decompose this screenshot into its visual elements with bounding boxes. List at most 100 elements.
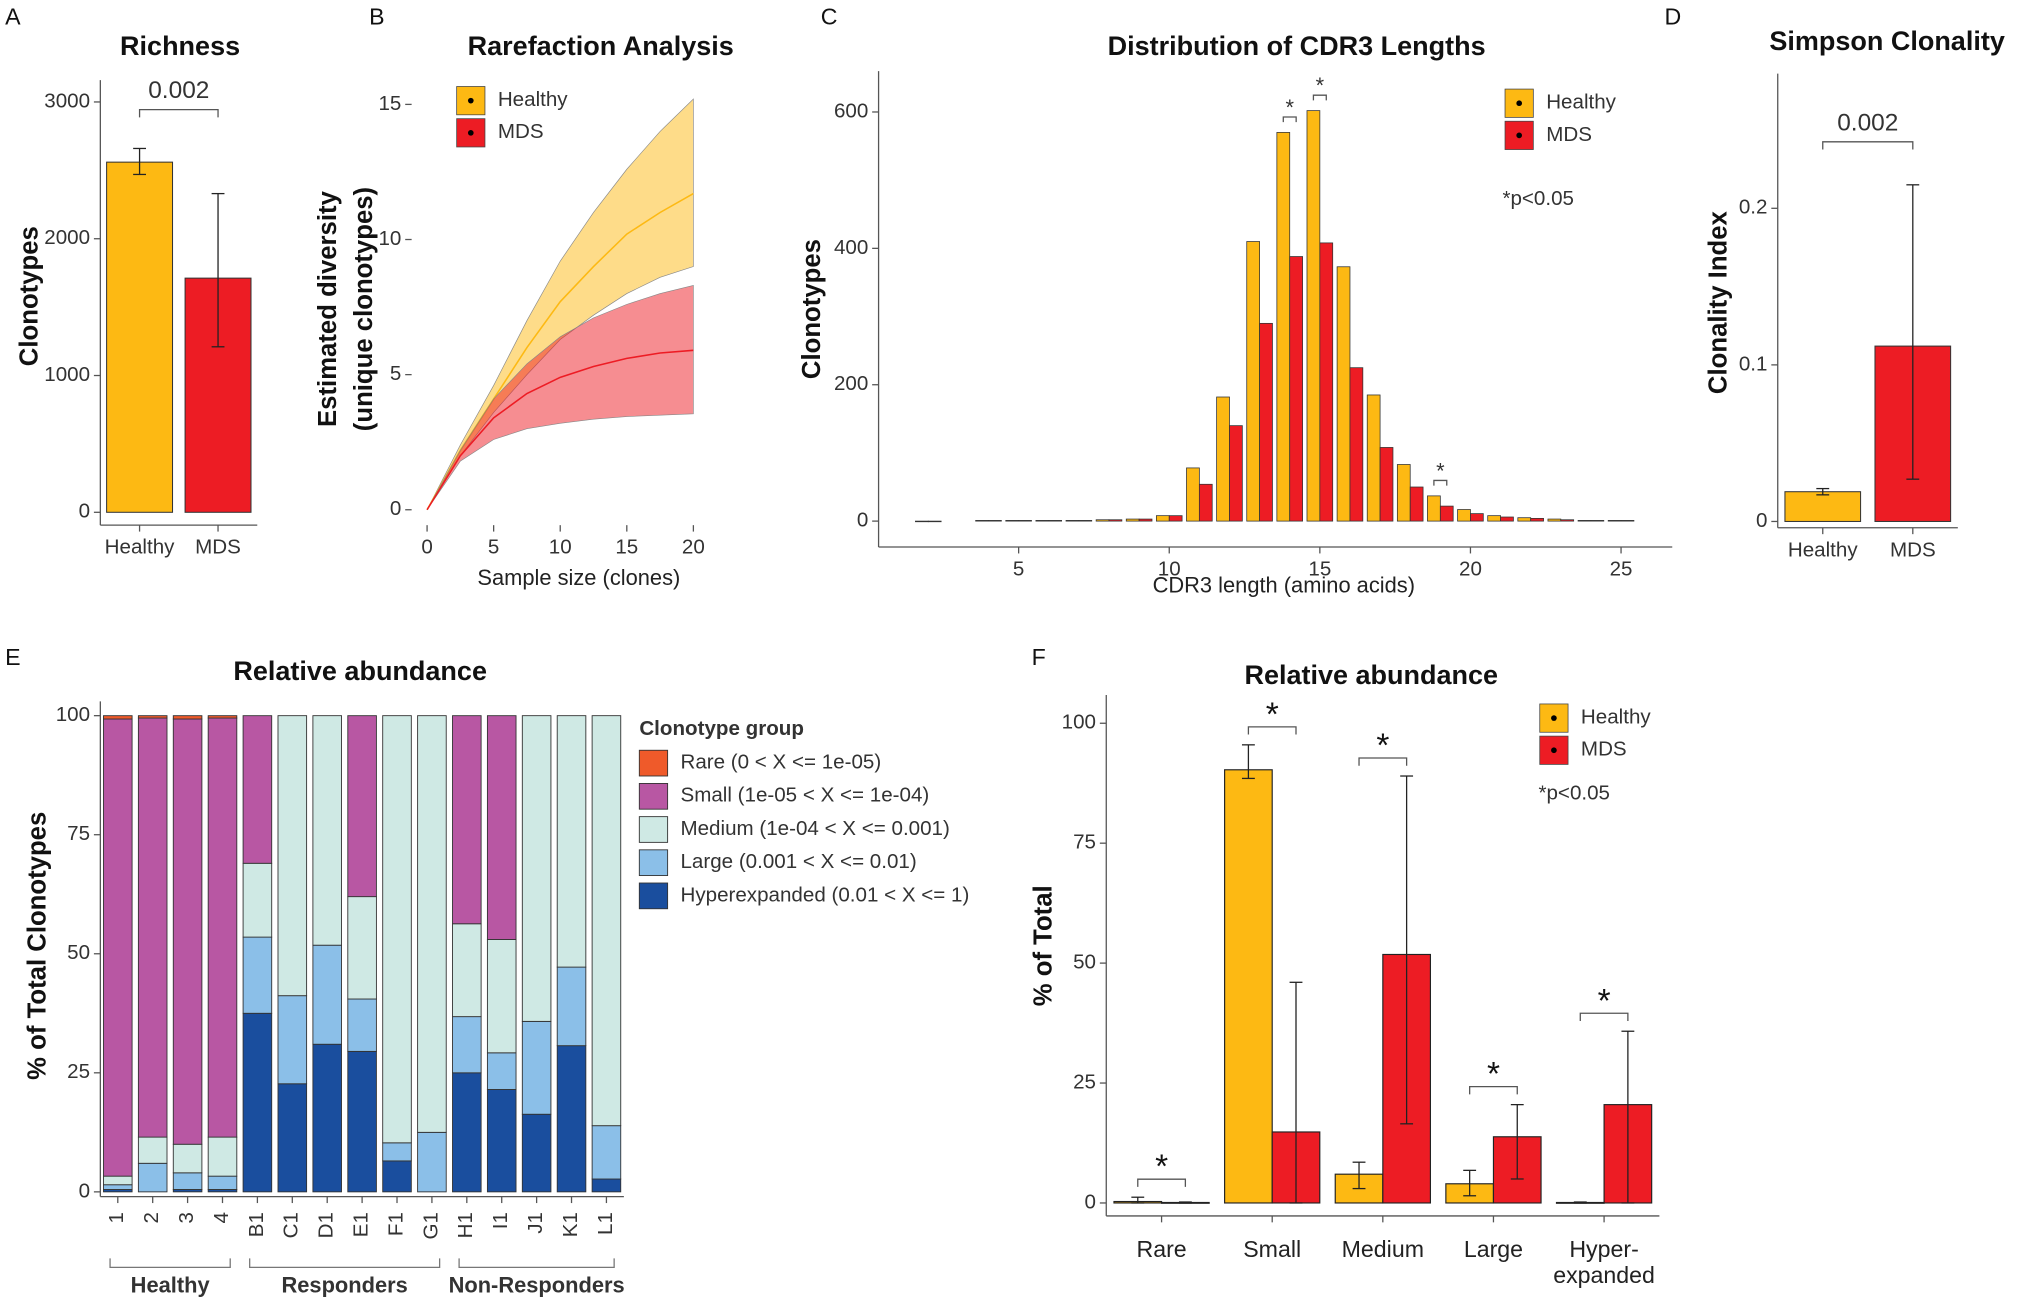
x-tick-label: 5	[488, 536, 499, 559]
significance-marker: *	[1266, 696, 1279, 733]
bar	[1366, 394, 1381, 522]
bar	[1078, 520, 1093, 522]
y-tick-label: 0	[1756, 509, 1767, 532]
bar	[1457, 509, 1471, 522]
bar-segment	[137, 1162, 168, 1193]
legend-dot	[467, 97, 474, 104]
bar	[1439, 505, 1454, 522]
mean-line	[426, 349, 694, 511]
x-tick-label: 5	[1013, 558, 1024, 581]
bar	[1065, 520, 1080, 522]
bar	[1336, 266, 1351, 522]
x-tick-label: H1	[454, 1212, 477, 1238]
note: *p<0.05	[1502, 187, 1574, 210]
bar-segment	[521, 715, 552, 1022]
bar-segment	[172, 715, 203, 720]
bar-segment	[417, 1131, 447, 1193]
y-tick-label: 0	[79, 500, 90, 523]
bar	[1259, 322, 1273, 522]
bar-segment	[312, 715, 342, 946]
bar-segment	[347, 896, 377, 1000]
x-tick-label: 15	[1308, 558, 1331, 581]
bar-segment	[137, 1136, 168, 1164]
bar-segment	[486, 1052, 517, 1090]
bar	[1577, 520, 1592, 522]
chart-title: Rarefaction Analysis	[468, 31, 734, 61]
legend-label: Healthy	[1581, 706, 1651, 729]
significance-bracket	[1358, 757, 1408, 766]
x-tick-label: Large	[1463, 1236, 1524, 1263]
bar	[1306, 110, 1321, 522]
x-tick-label: 0	[421, 536, 432, 559]
group-bracket	[249, 1258, 441, 1269]
bar	[1168, 515, 1183, 522]
bar-segment	[172, 1172, 203, 1190]
x-tick-label: Small	[1243, 1236, 1302, 1263]
bar-segment	[172, 1143, 203, 1174]
bar-segment	[486, 1089, 517, 1193]
bar-segment	[242, 1012, 273, 1193]
legend-dot	[467, 129, 474, 136]
x-tick-label: 20	[682, 536, 705, 559]
x-tick-label: 3	[175, 1212, 198, 1223]
bar-segment	[452, 715, 482, 925]
y-axis-label: Clonotypes	[16, 226, 44, 366]
bar	[1547, 518, 1562, 522]
bar-segment	[452, 1072, 482, 1193]
bar	[1229, 425, 1243, 522]
x-axis-label: CDR3 length (amino acids)	[1153, 573, 1415, 598]
bar-segment	[382, 1160, 412, 1193]
significance-marker: *	[1316, 73, 1325, 98]
significance-bracket	[1579, 1012, 1629, 1021]
group-label: Healthy	[131, 1272, 211, 1297]
y-axis-label: (unique clonotypes)	[350, 187, 378, 431]
bar-segment	[347, 1050, 377, 1193]
bar	[1125, 518, 1140, 522]
legend-label: MDS	[1581, 738, 1627, 761]
y-tick-label: 5	[390, 362, 401, 385]
x-tick-label: B1	[245, 1212, 268, 1237]
bar-segment	[452, 923, 482, 1018]
legend-dot	[1516, 132, 1523, 139]
chart-title: Simpson Clonality	[1769, 26, 2005, 56]
chart-title: Relative abundance	[233, 656, 487, 686]
bar-segment	[347, 715, 377, 898]
bar-segment	[103, 715, 133, 720]
x-tick-label: L1	[594, 1212, 617, 1235]
legend-swatch	[638, 816, 669, 843]
x-tick-label: K1	[559, 1212, 582, 1237]
bar-segment	[521, 1113, 552, 1193]
x-tick-label: G1	[419, 1212, 442, 1239]
bar	[1319, 242, 1334, 522]
y-tick-label: 25	[1073, 1070, 1096, 1093]
x-tick-label: 1	[105, 1212, 128, 1223]
bar	[1530, 517, 1544, 522]
x-tick-label: 2	[140, 1212, 163, 1223]
bar-segment	[591, 715, 622, 1127]
bar	[1216, 396, 1230, 522]
y-tick-label: 200	[834, 372, 868, 395]
bar-segment	[556, 715, 587, 968]
panel-letter: C	[821, 3, 838, 29]
x-tick-label: E1	[350, 1212, 373, 1237]
legend-label: Hyperexpanded (0.01 < X <= 1)	[680, 883, 969, 906]
significance-bracket	[1247, 726, 1297, 735]
bar-segment	[312, 1043, 342, 1193]
x-tick-label: 4	[210, 1212, 233, 1223]
y-tick-label: 50	[67, 941, 90, 964]
bar	[106, 161, 174, 513]
bar	[1224, 769, 1273, 1204]
bar	[1590, 520, 1605, 522]
x-tick-label-box: Large	[1463, 1236, 1524, 1263]
legend-label: Rare (0 < X <= 1e-05)	[680, 751, 881, 774]
x-tick-label: 25	[1610, 558, 1633, 581]
chart-title: Relative abundance	[1244, 660, 1498, 690]
y-axis-label: % of Total Clonotypes	[23, 812, 51, 1080]
y-tick-label: 0	[1085, 1190, 1096, 1213]
y-tick-label: 50	[1073, 951, 1096, 974]
chart-title: Richness	[120, 31, 240, 61]
bar-segment	[486, 939, 517, 1054]
legend-label: Healthy	[1546, 91, 1616, 114]
bar-segment	[382, 715, 412, 1144]
bar-segment	[207, 1175, 238, 1190]
